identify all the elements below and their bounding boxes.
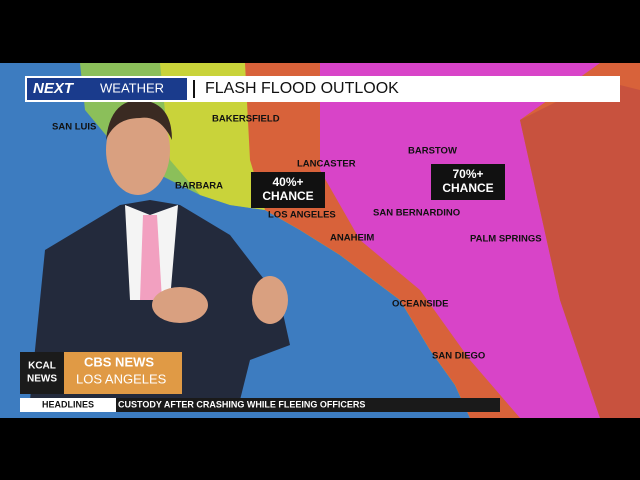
brand-weather: WEATHER <box>100 80 164 95</box>
city-label: SAN DIEGO <box>432 351 485 362</box>
chance-label: 40%+ <box>272 175 303 189</box>
ticker-label: HEADLINES <box>42 399 94 409</box>
kcal-text: KCAL <box>28 361 56 372</box>
brand-bg <box>27 78 187 100</box>
lower-third: KCAL NEWS CBS NEWS LOS ANGELES HEADLINES… <box>20 352 500 412</box>
city-label: ANAHEIM <box>330 233 374 244</box>
city-label: LANCASTER <box>297 159 356 170</box>
header-title: FLASH FLOOD OUTLOOK <box>205 80 399 97</box>
city-label: SAN LUIS <box>52 122 96 133</box>
presenter <box>30 100 290 400</box>
chance-box <box>251 172 325 208</box>
hand <box>152 287 208 323</box>
hand <box>252 276 288 324</box>
city-label: OCEANSIDE <box>392 299 448 310</box>
head <box>106 105 170 195</box>
cbs-text: CBS NEWS <box>84 354 154 369</box>
city-label: BAKERSFIELD <box>212 114 280 125</box>
city-label: BARSTOW <box>408 146 457 157</box>
city-label: PALM SPRINGS <box>470 234 542 245</box>
city-text: LOS ANGELES <box>76 371 167 386</box>
kcal-logo <box>20 352 64 394</box>
kcal-text: NEWS <box>27 374 57 385</box>
city-label: LOS ANGELES <box>268 210 336 221</box>
city-label: SAN BERNARDINO <box>373 208 460 219</box>
city-label: BARBARA <box>175 181 223 192</box>
risk-70 <box>320 63 600 418</box>
brand-next: NEXT <box>33 80 75 97</box>
map: SAN LUIS BAKERSFIELD LANCASTER BARSTOW B… <box>0 63 640 418</box>
ticker-text: CUSTODY AFTER CRASHING WHILE FLEEING OFF… <box>118 399 365 409</box>
ticker-label-bg <box>20 398 116 412</box>
hair <box>106 100 172 140</box>
chance-box <box>431 164 505 200</box>
station-bg <box>64 352 182 394</box>
chance-label: 70%+ <box>452 167 483 181</box>
ticker-bg <box>116 398 500 412</box>
header-bar: NEXT WEATHER FLASH FLOOD OUTLOOK <box>25 76 620 102</box>
chance-label: CHANCE <box>262 189 313 203</box>
risk-east <box>520 80 640 418</box>
chance-label: CHANCE <box>442 181 493 195</box>
tie <box>140 215 162 300</box>
